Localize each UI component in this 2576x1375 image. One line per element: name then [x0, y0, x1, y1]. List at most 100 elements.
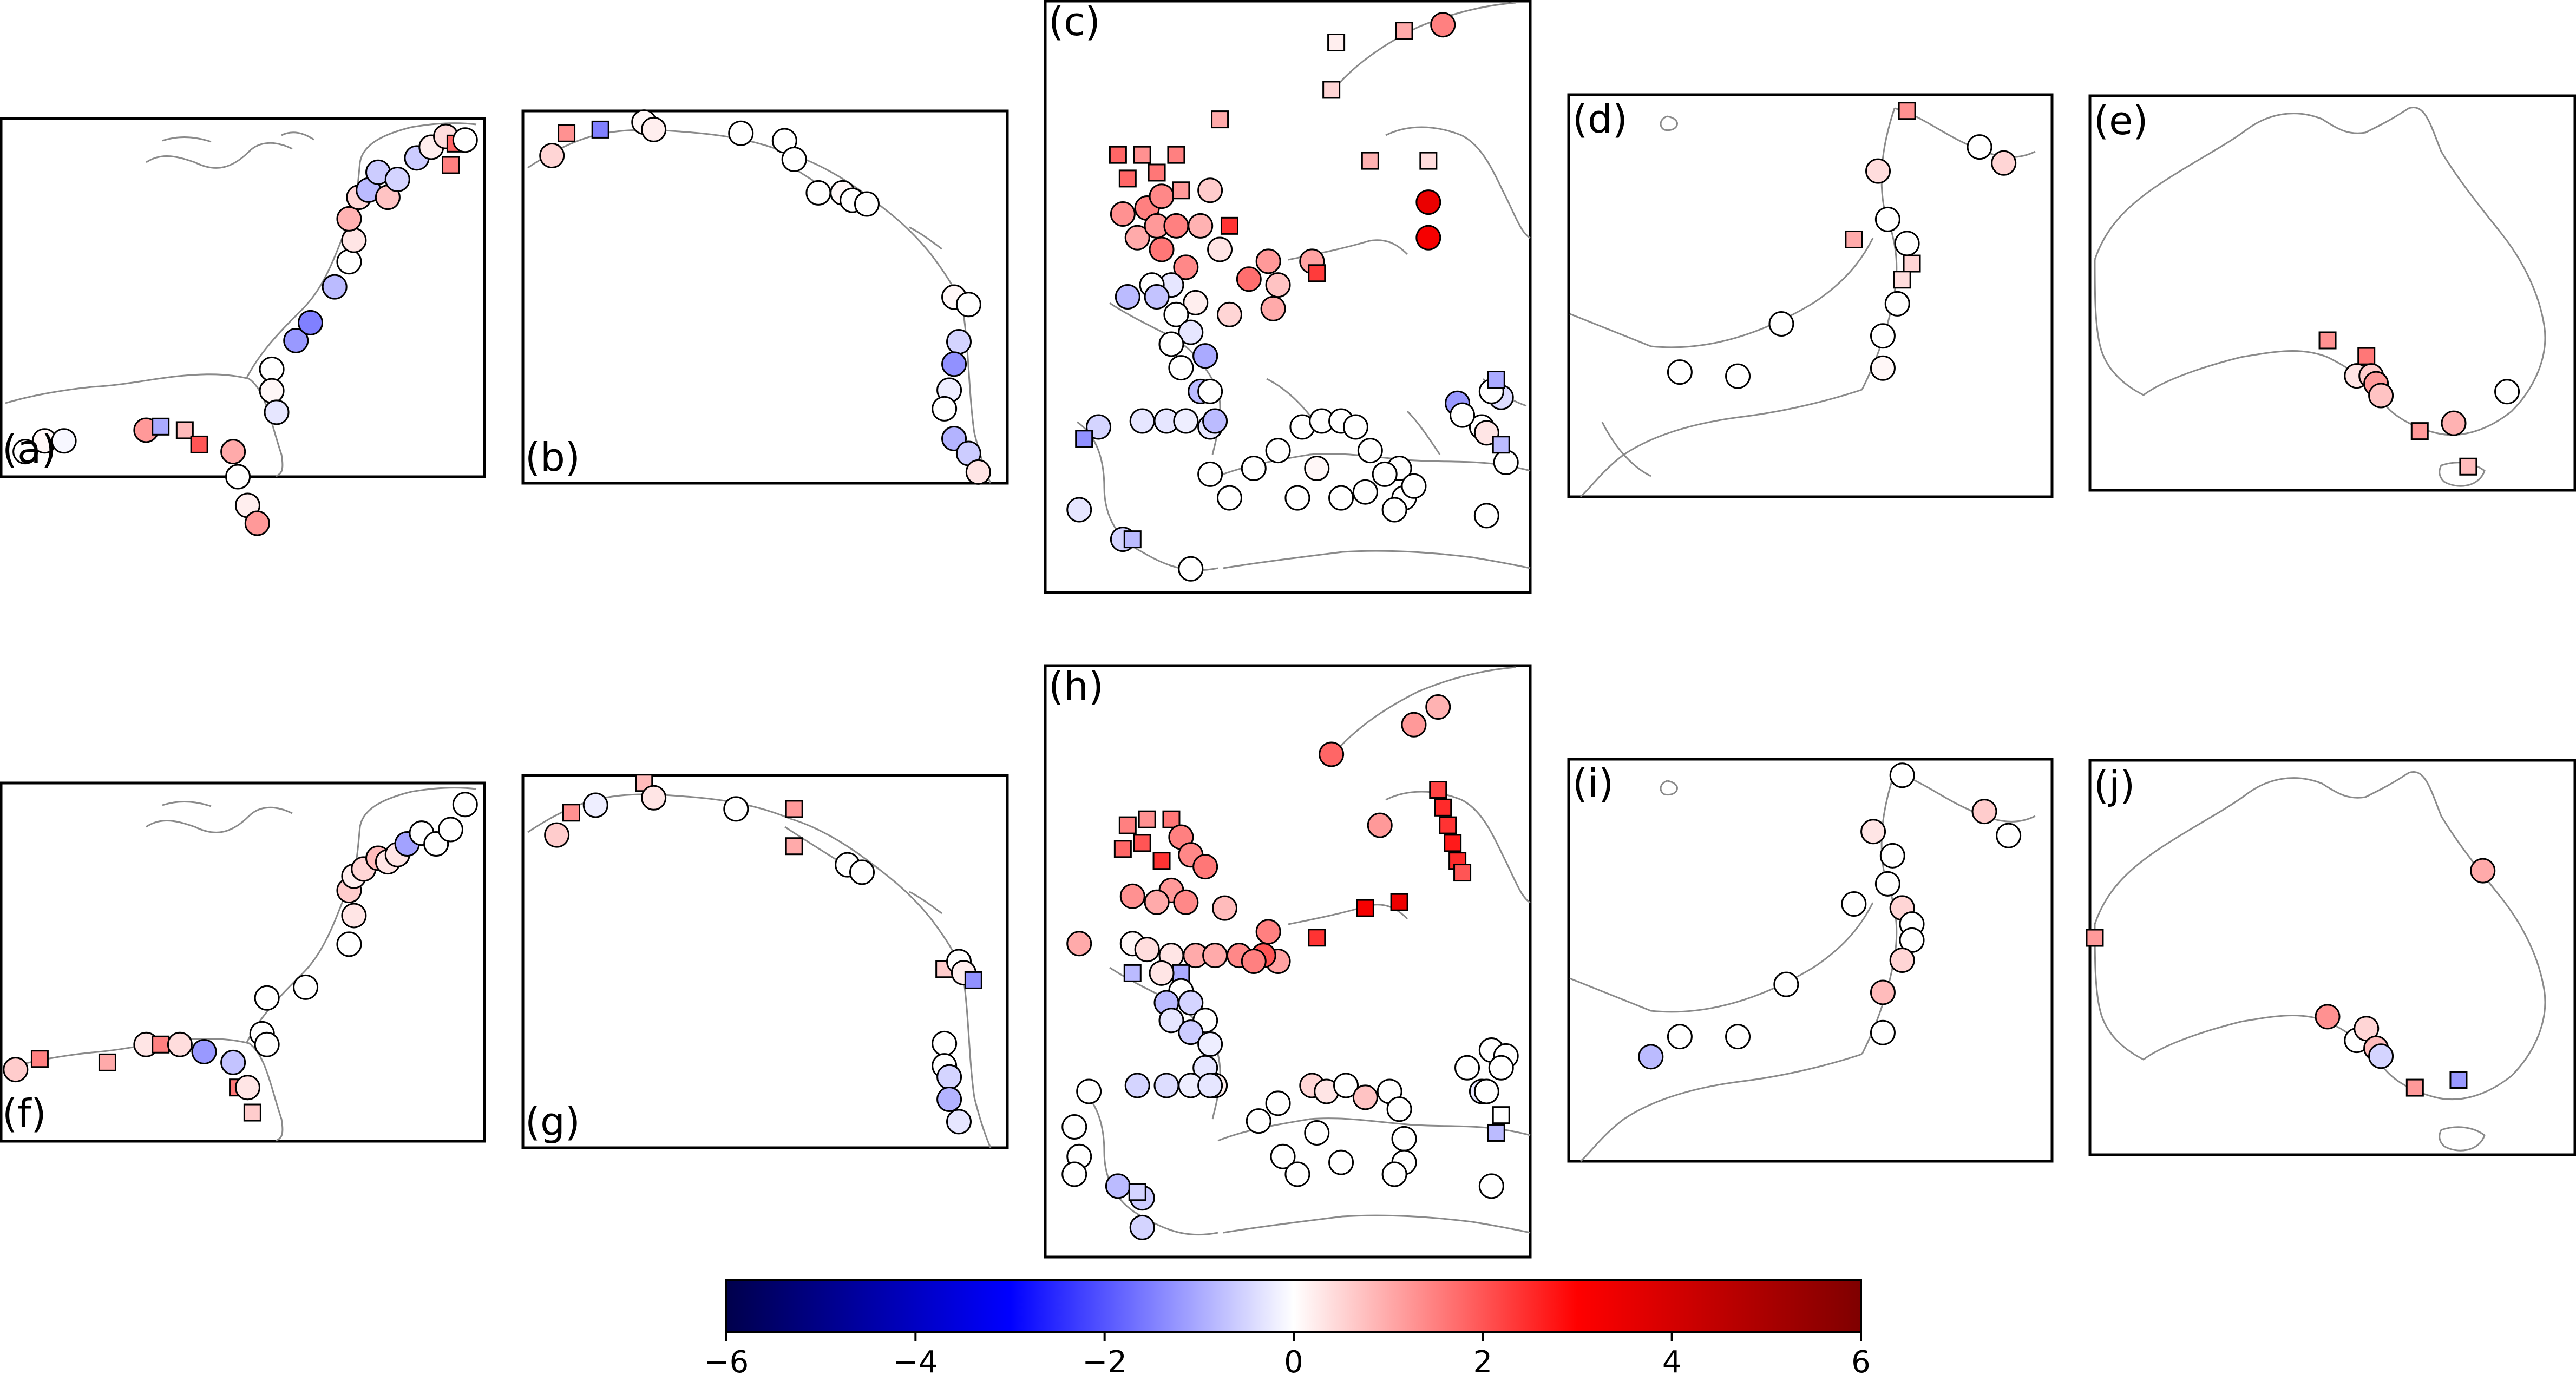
- station-circle-c-72: [1352, 479, 1378, 505]
- station-circle-g-17: [936, 1087, 962, 1113]
- station-circle-h-66: [1333, 1073, 1359, 1098]
- station-square-h-6: [1444, 834, 1462, 852]
- station-square-a-4: [152, 417, 170, 436]
- station-square-g-1: [562, 804, 580, 822]
- station-square-c-50: [1075, 430, 1093, 448]
- station-square-d-0: [1898, 102, 1916, 120]
- station-circle-i-6: [1841, 891, 1867, 917]
- station-circle-i-14: [1725, 1024, 1751, 1050]
- station-circle-h-57: [1061, 1161, 1087, 1187]
- station-circle-d-1: [1967, 134, 1992, 160]
- coastline-e: [2094, 107, 2546, 487]
- station-square-c-2: [1327, 34, 1346, 52]
- station-circle-h-80: [1488, 1055, 1514, 1081]
- station-square-e-2: [2357, 347, 2376, 365]
- station-square-h-3: [1429, 781, 1447, 799]
- station-circle-d-13: [1725, 363, 1751, 389]
- station-circle-f-7: [220, 1049, 246, 1075]
- station-circle-a-19: [336, 206, 362, 232]
- coastline-b: [527, 129, 992, 484]
- colorbar-gradient: [725, 1279, 1862, 1333]
- station-circle-f-13: [254, 985, 280, 1011]
- coastline-j: [2094, 771, 2546, 1152]
- station-circle-a-7: [220, 439, 246, 465]
- station-circle-f-6: [191, 1039, 217, 1064]
- station-circle-a-2: [51, 428, 77, 454]
- station-circle-h-70: [1391, 1126, 1417, 1152]
- station-circle-h-51: [1124, 1073, 1150, 1098]
- station-circle-a-8: [225, 464, 251, 490]
- station-square-c-13: [1118, 169, 1137, 188]
- station-square-h-85: [1492, 1106, 1510, 1124]
- colorbar-tick-label-2: −2: [1082, 1345, 1127, 1375]
- colorbar-tick-label-4: 2: [1473, 1345, 1493, 1375]
- station-square-c-5: [1361, 152, 1379, 170]
- station-circle-i-13: [1773, 971, 1799, 997]
- panel-d-frame: [1567, 93, 2054, 498]
- station-square-j-0: [2086, 929, 2104, 947]
- station-circle-h-81: [1454, 1055, 1480, 1081]
- station-square-c-3: [1322, 81, 1341, 99]
- station-square-f-4: [152, 1035, 170, 1054]
- panel-c-label: (c): [1048, 0, 1100, 44]
- station-square-h-28: [1356, 899, 1374, 917]
- station-circle-i-2: [1996, 823, 2022, 848]
- station-circle-b-15: [941, 351, 967, 377]
- station-circle-g-18: [946, 1109, 972, 1135]
- station-square-c-11: [1148, 163, 1166, 182]
- station-circle-g-2: [582, 792, 608, 818]
- station-circle-c-65: [1342, 414, 1368, 440]
- station-circle-c-59: [1216, 485, 1242, 511]
- station-circle-i-11: [1870, 979, 1896, 1005]
- station-circle-i-4: [1879, 843, 1905, 869]
- station-square-h-27: [1308, 929, 1326, 947]
- station-circle-c-17: [1197, 177, 1223, 203]
- station-square-a-6: [190, 435, 208, 453]
- station-square-c-9: [1109, 146, 1127, 164]
- station-circle-i-10: [1889, 948, 1915, 973]
- station-circle-h-58: [1105, 1173, 1131, 1199]
- station-square-d-5: [1845, 230, 1863, 248]
- station-circle-b-11: [854, 191, 880, 217]
- station-circle-a-18: [341, 227, 367, 253]
- stations-a: [12, 123, 478, 536]
- station-square-h-60: [1128, 1183, 1146, 1201]
- station-circle-h-50: [1076, 1078, 1102, 1104]
- station-circle-h-23: [1212, 895, 1238, 921]
- station-circle-h-35: [1202, 943, 1228, 969]
- station-circle-h-62: [1246, 1108, 1271, 1134]
- stations-g: [544, 774, 982, 1135]
- station-circle-b-17: [932, 396, 958, 422]
- station-square-h-14: [1133, 834, 1151, 852]
- station-circle-h-20: [1173, 889, 1199, 915]
- station-circle-a-17: [336, 249, 362, 275]
- station-square-a-28: [441, 156, 460, 174]
- station-square-h-10: [1118, 816, 1137, 834]
- station-circle-e-7: [2441, 410, 2467, 436]
- station-circle-h-76: [1381, 1161, 1407, 1187]
- station-circle-c-33: [1216, 301, 1242, 327]
- panel-e-frame: [2088, 94, 2576, 492]
- station-square-c-10: [1133, 146, 1151, 164]
- station-circle-c-53: [1173, 408, 1199, 434]
- station-square-e-9: [2459, 457, 2477, 476]
- stations-c: [1066, 12, 1519, 582]
- station-circle-c-55: [1066, 497, 1092, 523]
- station-circle-h-55: [1061, 1114, 1087, 1140]
- station-circle-d-2: [1991, 150, 2017, 176]
- station-circle-b-8: [805, 180, 831, 206]
- station-circle-d-9: [1884, 291, 1910, 317]
- station-circle-f-26: [437, 817, 463, 843]
- station-circle-h-44: [1158, 1008, 1184, 1034]
- station-circle-f-5: [167, 1031, 193, 1057]
- station-square-d-8: [1893, 271, 1911, 289]
- station-circle-c-77: [1493, 450, 1519, 476]
- station-circle-c-75: [1372, 461, 1398, 487]
- station-circle-c-66: [1357, 438, 1383, 464]
- station-circle-h-32: [1134, 937, 1160, 963]
- station-circle-g-16: [936, 1064, 962, 1090]
- station-circle-a-14: [283, 327, 309, 353]
- station-square-f-1: [30, 1050, 49, 1068]
- colorbar-tick-label-3: 0: [1284, 1345, 1303, 1375]
